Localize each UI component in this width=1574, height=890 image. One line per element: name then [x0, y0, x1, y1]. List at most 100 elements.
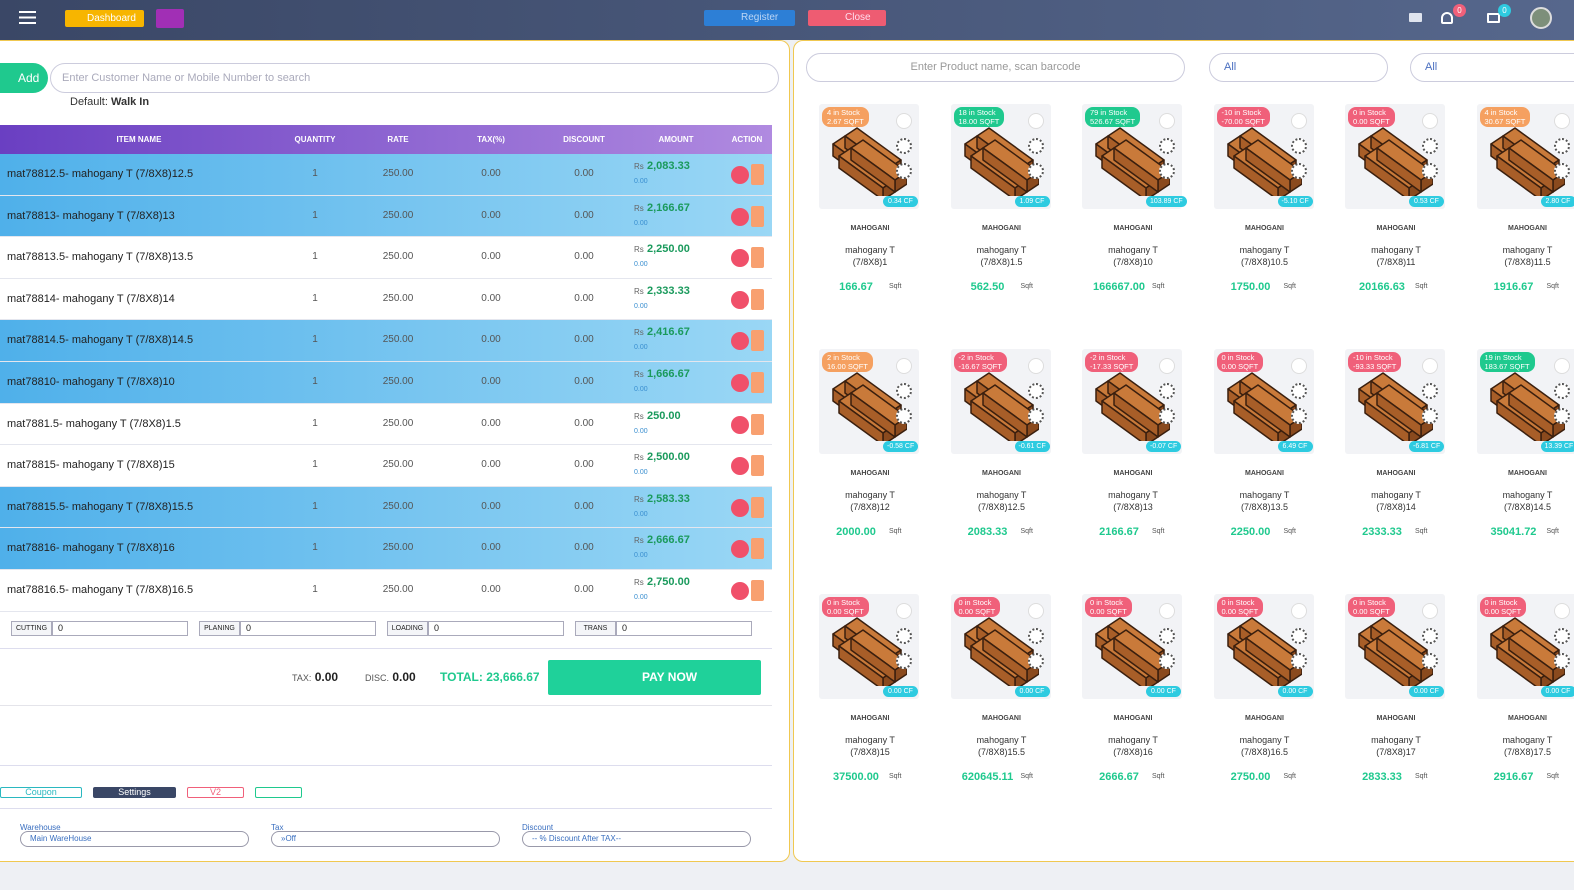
- edit-icon[interactable]: [896, 113, 912, 129]
- edit-icon[interactable]: [1159, 603, 1175, 619]
- settings-icon[interactable]: [896, 408, 912, 424]
- footer-button[interactable]: V2: [187, 787, 244, 798]
- edit-icon[interactable]: [1553, 603, 1570, 619]
- settings-icon[interactable]: [1159, 628, 1175, 644]
- product-card[interactable]: -2 in Stock -16.67 SQFT -0.61 CF MAHOGANI ma…: [950, 349, 1056, 539]
- filter-select[interactable]: All: [1410, 53, 1574, 82]
- edit-button[interactable]: [751, 164, 764, 185]
- delete-button[interactable]: [731, 249, 749, 268]
- delete-button[interactable]: [731, 457, 749, 476]
- settings-icon[interactable]: [1553, 628, 1570, 644]
- edit-icon[interactable]: [1027, 358, 1044, 374]
- charge-input[interactable]: 0: [428, 621, 564, 636]
- product-card[interactable]: 0 in Stock 0.00 SQFT 0.53 CF MAHOGANI mahoga…: [1345, 104, 1450, 294]
- product-card[interactable]: 79 in Stock 526.67 SQFT 103.89 CF MAHOGANI m…: [1082, 104, 1187, 294]
- pay-now-button[interactable]: PAY NOW: [548, 660, 761, 695]
- avatar[interactable]: [1530, 7, 1552, 29]
- edit-icon[interactable]: [1027, 113, 1044, 129]
- card-icon[interactable]: [1409, 13, 1422, 22]
- settings-icon[interactable]: [1290, 138, 1307, 154]
- settings-icon[interactable]: [1290, 383, 1307, 399]
- select-box[interactable]: »Off: [271, 831, 500, 847]
- edit-button[interactable]: [751, 205, 764, 227]
- edit-icon[interactable]: [896, 603, 912, 619]
- settings-icon[interactable]: [1422, 628, 1438, 644]
- customer-search[interactable]: Enter Customer Name or Mobile Number to …: [50, 63, 779, 93]
- menu-icon[interactable]: [19, 11, 36, 24]
- settings-icon[interactable]: [1159, 138, 1175, 154]
- edit-icon[interactable]: [896, 358, 912, 374]
- settings-icon[interactable]: [1553, 653, 1570, 669]
- settings-icon[interactable]: [1553, 138, 1570, 154]
- product-card[interactable]: -10 in Stock -70.00 SQFT -5.10 CF MAHOGANI m…: [1213, 104, 1319, 294]
- settings-icon[interactable]: [1422, 408, 1438, 424]
- edit-button[interactable]: [751, 455, 764, 477]
- edit-icon[interactable]: [1422, 113, 1438, 129]
- edit-icon[interactable]: [1290, 113, 1307, 129]
- select-box[interactable]: Main WareHouse: [20, 831, 249, 847]
- product-card[interactable]: 0 in Stock 0.00 SQFT 0.00 CF MAHOGANI mahoga…: [1476, 594, 1574, 784]
- delete-button[interactable]: [731, 207, 749, 226]
- delete-button[interactable]: [731, 540, 749, 559]
- mail-icon[interactable]: [1487, 13, 1500, 23]
- product-card[interactable]: -2 in Stock -17.33 SQFT -0.07 CF MAHOGANI ma…: [1082, 349, 1187, 539]
- settings-icon[interactable]: [1422, 163, 1438, 179]
- settings-icon[interactable]: [1159, 163, 1175, 179]
- footer-button[interactable]: Settings: [93, 787, 176, 798]
- edit-button[interactable]: [751, 538, 764, 560]
- dashboard-button[interactable]: Dashboard: [65, 10, 144, 27]
- delete-button[interactable]: [731, 332, 749, 351]
- product-card[interactable]: 4 in Stock 2.67 SQFT 0.34 CF MAHOGANI mahoga…: [819, 104, 924, 294]
- settings-icon[interactable]: [1159, 653, 1175, 669]
- edit-icon[interactable]: [1553, 113, 1570, 129]
- settings-icon[interactable]: [1422, 138, 1438, 154]
- charge-input[interactable]: 0: [52, 621, 188, 636]
- settings-icon[interactable]: [1290, 163, 1307, 179]
- settings-icon[interactable]: [1290, 653, 1307, 669]
- footer-button[interactable]: Coupon: [0, 787, 82, 798]
- product-card[interactable]: 2 in Stock 16.00 SQFT -0.58 CF MAHOGANI maho…: [819, 349, 924, 539]
- settings-icon[interactable]: [1027, 408, 1044, 424]
- bell-icon[interactable]: [1441, 12, 1453, 24]
- edit-icon[interactable]: [1422, 358, 1438, 374]
- charge-input[interactable]: 0: [240, 621, 376, 636]
- settings-icon[interactable]: [1159, 383, 1175, 399]
- product-search[interactable]: Enter Product name, scan barcode: [806, 53, 1185, 82]
- product-card[interactable]: 4 in Stock 30.67 SQFT 2.80 CF MAHOGANI mahog…: [1476, 104, 1574, 294]
- delete-button[interactable]: [731, 290, 749, 309]
- settings-icon[interactable]: [1290, 628, 1307, 644]
- edit-button[interactable]: [751, 580, 764, 601]
- settings-icon[interactable]: [896, 163, 912, 179]
- register-button[interactable]: Register: [704, 10, 795, 26]
- edit-icon[interactable]: [1553, 358, 1570, 374]
- settings-icon[interactable]: [1027, 138, 1044, 154]
- delete-button[interactable]: [731, 374, 749, 392]
- edit-icon[interactable]: [1422, 603, 1438, 619]
- settings-icon[interactable]: [1027, 653, 1044, 669]
- settings-icon[interactable]: [1422, 383, 1438, 399]
- settings-icon[interactable]: [1027, 163, 1044, 179]
- edit-button[interactable]: [751, 496, 764, 518]
- edit-button[interactable]: [751, 247, 764, 269]
- charge-input[interactable]: 0: [616, 621, 752, 636]
- delete-button[interactable]: [731, 582, 749, 600]
- select-box[interactable]: -- % Discount After TAX--: [522, 831, 751, 847]
- settings-icon[interactable]: [1290, 408, 1307, 424]
- edit-icon[interactable]: [1159, 358, 1175, 374]
- edit-button[interactable]: [751, 372, 764, 393]
- settings-icon[interactable]: [1553, 163, 1570, 179]
- settings-icon[interactable]: [1553, 408, 1570, 424]
- footer-button[interactable]: [255, 787, 302, 798]
- add-customer-button[interactable]: Add: [0, 63, 48, 93]
- settings-icon[interactable]: [896, 628, 912, 644]
- product-card[interactable]: 18 in Stock 18.00 SQFT 1.09 CF MAHOGANI maho…: [950, 104, 1056, 294]
- settings-icon[interactable]: [896, 383, 912, 399]
- settings-icon[interactable]: [1553, 383, 1570, 399]
- settings-icon[interactable]: [1027, 628, 1044, 644]
- product-card[interactable]: 0 in Stock 0.00 SQFT 0.00 CF MAHOGANI mahoga…: [819, 594, 924, 784]
- filter-select[interactable]: All: [1209, 53, 1388, 82]
- product-card[interactable]: 19 in Stock 183.67 SQFT 13.39 CF MAHOGANI ma…: [1476, 349, 1574, 539]
- edit-button[interactable]: [751, 288, 764, 310]
- delete-button[interactable]: [731, 415, 749, 434]
- settings-icon[interactable]: [896, 138, 912, 154]
